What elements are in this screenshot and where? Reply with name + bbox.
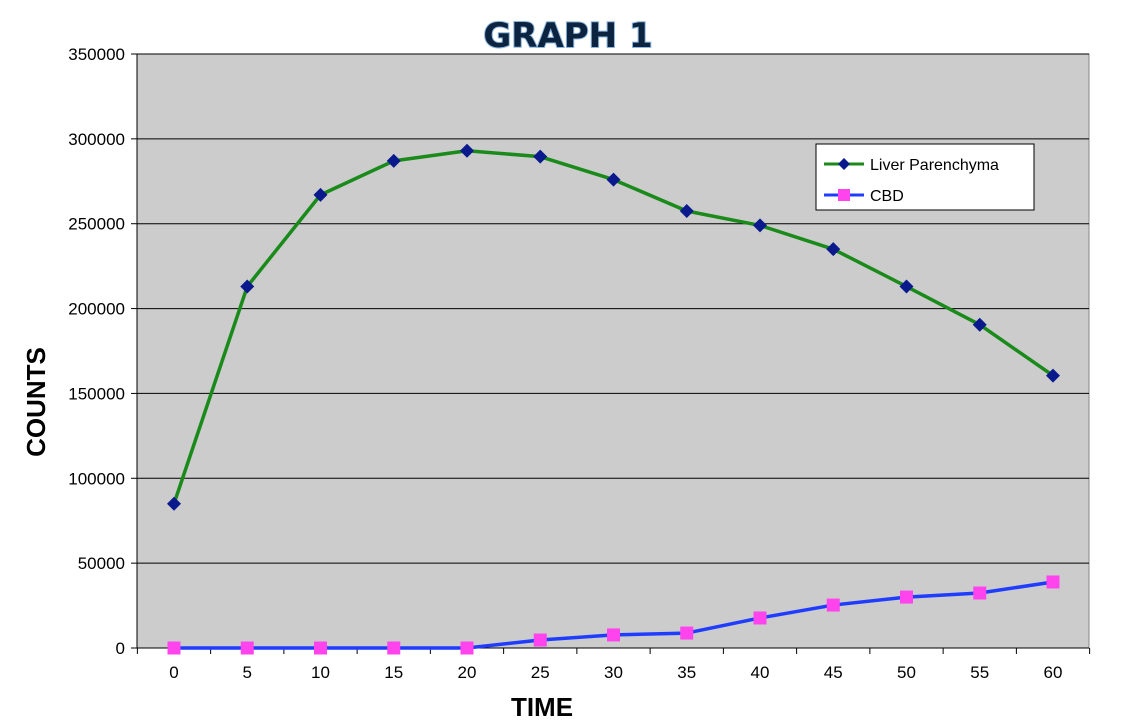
y-tick-label: 300000 xyxy=(68,130,125,149)
data-point-diamond xyxy=(972,317,987,332)
data-point-square xyxy=(900,590,913,604)
data-point-square xyxy=(680,626,694,640)
x-tick-label: 45 xyxy=(824,663,843,682)
series-group xyxy=(167,143,1060,655)
legend-label-cbd: CBD xyxy=(870,188,904,205)
data-point-square xyxy=(533,633,547,647)
data-point-diamond xyxy=(679,203,694,218)
y-tick-label: 250000 xyxy=(68,215,125,234)
data-point-diamond xyxy=(753,218,767,233)
data-point-diamond xyxy=(533,149,548,164)
data-point-diamond xyxy=(313,187,328,202)
y-axis-ticks: 0 50000 100000 150000 200000 250000 300000 3500… xyxy=(68,45,138,658)
x-tick-label: 30 xyxy=(604,663,623,682)
legend-square-marker xyxy=(838,189,850,201)
x-tick-label: 50 xyxy=(897,663,916,682)
data-point-square xyxy=(240,641,254,655)
y-tick-label: 100000 xyxy=(68,469,125,488)
x-tick-label: 0 xyxy=(169,663,178,682)
series-liver-parenchyma xyxy=(167,143,1060,511)
data-point-diamond xyxy=(606,172,621,187)
data-point-diamond xyxy=(1046,368,1060,383)
x-tick-label: 40 xyxy=(751,663,770,682)
y-tick-label: 0 xyxy=(116,639,125,658)
x-tick-label: 20 xyxy=(458,663,477,682)
data-point-diamond xyxy=(240,279,255,294)
y-tick-label: 350000 xyxy=(68,45,125,64)
data-point-square xyxy=(387,641,401,655)
x-tick-label: 5 xyxy=(243,663,252,682)
legend-label-liver: Liver Parenchyma xyxy=(870,157,999,174)
data-point-square xyxy=(753,611,767,625)
y-tick-label: 200000 xyxy=(68,300,125,319)
x-tick-label: 10 xyxy=(311,663,330,682)
data-point-diamond xyxy=(899,279,914,294)
chart-title: GRAPH 1 xyxy=(483,16,652,56)
x-tick-label: 25 xyxy=(531,663,550,682)
legend: Liver Parenchyma CBD xyxy=(815,143,1035,211)
data-point-square xyxy=(973,586,987,600)
data-point-square xyxy=(460,641,474,655)
legend-box xyxy=(815,143,1035,211)
x-tick-label: 60 xyxy=(1044,663,1063,682)
series-cbd xyxy=(167,575,1060,655)
y-tick-label: 150000 xyxy=(68,384,125,403)
data-point-square xyxy=(167,641,181,655)
x-tick-label: 15 xyxy=(384,663,403,682)
data-point-square xyxy=(314,641,327,655)
x-axis-label: TIME xyxy=(511,692,573,722)
data-point-diamond xyxy=(826,242,841,257)
data-point-diamond xyxy=(460,143,474,158)
plot-area xyxy=(136,53,1090,649)
x-axis-ticks: 0 5 10 15 20 25 30 35 40 45 50 55 60 xyxy=(136,647,1091,682)
data-point-diamond xyxy=(386,153,401,168)
legend-diamond-marker xyxy=(838,158,850,170)
data-point-square xyxy=(826,598,840,612)
x-tick-label: 55 xyxy=(970,663,989,682)
data-point-square xyxy=(607,628,620,642)
y-tick-label: 50000 xyxy=(78,554,125,573)
data-point-diamond xyxy=(167,496,181,511)
data-point-square xyxy=(1046,575,1060,589)
y-axis-label: COUNTS xyxy=(21,347,51,457)
x-tick-label: 35 xyxy=(677,663,696,682)
